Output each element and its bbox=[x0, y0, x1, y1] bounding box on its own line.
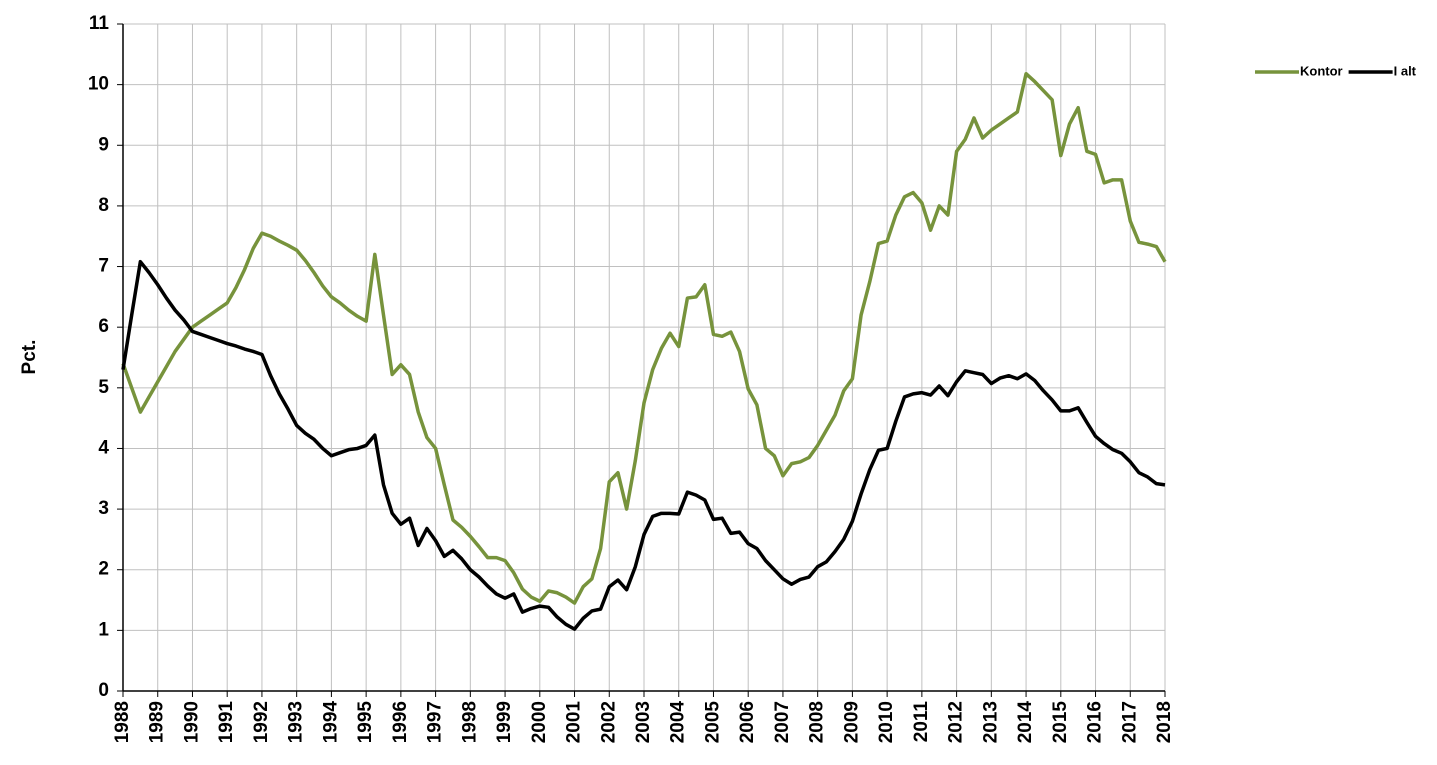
legend-label: Kontor bbox=[1300, 63, 1343, 78]
x-tick-label: 1998 bbox=[459, 701, 480, 743]
x-tick-label: 1992 bbox=[251, 701, 272, 743]
y-tick-label: 11 bbox=[89, 13, 110, 34]
y-tick-label: 0 bbox=[98, 680, 109, 701]
x-tick-label: 2015 bbox=[1050, 701, 1071, 744]
x-tick-label: 1988 bbox=[112, 701, 133, 743]
series-line bbox=[121, 259, 1166, 631]
x-tick-label: 2000 bbox=[529, 701, 550, 743]
legend-label: I alt bbox=[1394, 63, 1417, 78]
x-tick-label: 2014 bbox=[1015, 701, 1036, 744]
y-tick-label: 4 bbox=[98, 437, 109, 458]
y-tick-label: 9 bbox=[98, 134, 109, 155]
x-tick-label: 1990 bbox=[181, 701, 202, 743]
series-line bbox=[121, 71, 1167, 605]
x-tick-label: 2001 bbox=[564, 701, 585, 744]
x-tick-label: 2018 bbox=[1154, 701, 1175, 743]
y-tick-label: 5 bbox=[98, 377, 109, 398]
y-tick-label: 7 bbox=[98, 256, 109, 277]
x-tick-label: 2010 bbox=[876, 701, 897, 743]
y-tick-label: 2 bbox=[98, 559, 109, 580]
x-tick-label: 2009 bbox=[841, 701, 862, 743]
y-axis-label: Pct. bbox=[19, 340, 40, 375]
x-tick-label: 1996 bbox=[390, 701, 411, 743]
y-tick-label: 10 bbox=[88, 74, 109, 95]
x-tick-label: 2004 bbox=[668, 701, 689, 744]
x-tick-label: 2003 bbox=[633, 701, 654, 743]
x-tick-label: 2007 bbox=[772, 701, 793, 743]
x-tick-label: 2006 bbox=[737, 701, 758, 743]
y-tick-label: 6 bbox=[98, 316, 109, 337]
x-tick-label: 2005 bbox=[702, 701, 723, 744]
x-tick-label: 2008 bbox=[807, 701, 828, 743]
y-tick-label: 8 bbox=[98, 195, 109, 216]
x-tick-label: 1995 bbox=[355, 701, 376, 744]
y-tick-label: 1 bbox=[98, 619, 109, 640]
x-tick-label: 2016 bbox=[1085, 701, 1106, 743]
x-tick-label: 1994 bbox=[320, 701, 341, 744]
x-tick-label: 1991 bbox=[216, 701, 237, 744]
y-tick-label: 3 bbox=[98, 498, 109, 519]
x-tick-label: 1989 bbox=[147, 701, 168, 743]
x-tick-label: 1997 bbox=[425, 701, 446, 743]
x-tick-label: 2017 bbox=[1119, 701, 1140, 743]
x-tick-label: 1999 bbox=[494, 701, 515, 743]
x-tick-label: 1993 bbox=[286, 701, 307, 743]
x-tick-label: 2012 bbox=[946, 701, 967, 743]
x-tick-label: 2002 bbox=[598, 701, 619, 743]
x-tick-label: 2011 bbox=[911, 701, 932, 743]
x-tick-label: 2013 bbox=[980, 701, 1001, 743]
